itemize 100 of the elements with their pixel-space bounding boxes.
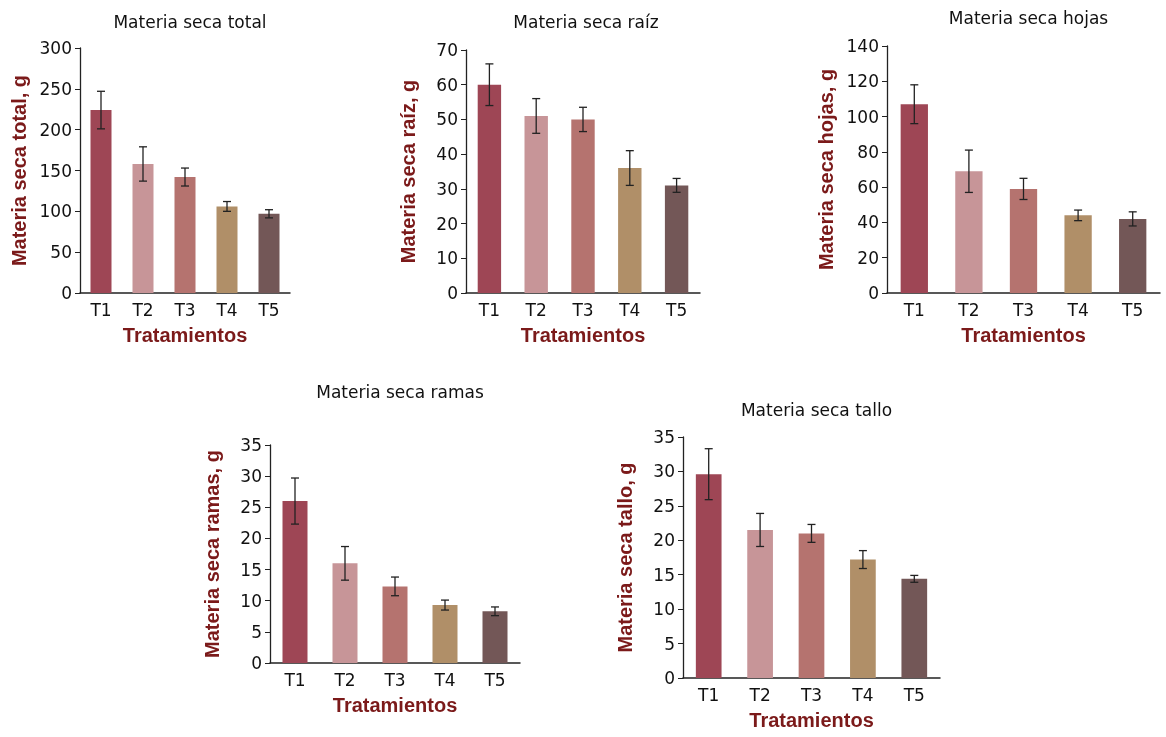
y-tick-label: 15 xyxy=(653,564,675,585)
bar xyxy=(216,206,238,293)
y-axis-title: Materia seca total, g xyxy=(7,74,30,267)
bar xyxy=(618,168,642,293)
chart-title: Materia seca ramas xyxy=(316,381,484,402)
y-tick-label: 5 xyxy=(251,621,262,642)
bar xyxy=(1119,218,1147,293)
y-tick-label: 100 xyxy=(846,106,879,127)
y-axis-title: Materia seca ramas, g xyxy=(201,450,223,658)
x-axis-title: Tratamientos xyxy=(332,694,458,716)
y-tick-label: 0 xyxy=(664,668,675,688)
x-tick-label: T4 xyxy=(1066,299,1089,320)
x-tick-label: T1 xyxy=(283,669,306,690)
x-tick-label: T5 xyxy=(1121,299,1144,320)
bar xyxy=(174,177,196,293)
y-tick-label: 120 xyxy=(846,71,879,92)
y-tick-label: 20 xyxy=(857,247,879,268)
x-tick-label: T1 xyxy=(89,299,112,320)
bar xyxy=(571,119,595,293)
bar xyxy=(955,171,983,293)
x-tick-label: T2 xyxy=(748,684,771,705)
y-tick-label: 200 xyxy=(39,119,72,140)
y-tick-label: 150 xyxy=(39,160,72,181)
bar xyxy=(901,578,928,678)
y-tick-label: 25 xyxy=(240,497,262,518)
bar xyxy=(382,586,408,663)
x-axis-title: Tratamientos xyxy=(520,324,646,346)
bar xyxy=(695,474,722,678)
y-tick-label: 20 xyxy=(436,213,458,234)
x-tick-label: T2 xyxy=(957,299,980,320)
x-tick-label: T2 xyxy=(333,669,356,690)
x-tick-label: T3 xyxy=(1011,299,1035,320)
x-tick-label: T5 xyxy=(257,299,280,320)
chart-title: Materia seca tallo xyxy=(740,399,893,420)
y-tick-label: 10 xyxy=(240,590,262,611)
bar xyxy=(524,115,548,293)
x-tick-label: T4 xyxy=(433,669,456,690)
y-tick-label: 20 xyxy=(653,530,675,551)
y-tick-label: 35 xyxy=(240,435,262,455)
x-tick-label: T1 xyxy=(902,299,925,320)
y-tick-label: 60 xyxy=(436,74,458,95)
y-axis-title: Materia seca tallo, g xyxy=(614,462,636,653)
x-tick-label: T2 xyxy=(131,299,154,320)
y-tick-label: 50 xyxy=(50,242,72,263)
y-tick-label: 5 xyxy=(664,633,675,654)
y-tick-label: 100 xyxy=(39,201,72,222)
x-tick-label: T3 xyxy=(799,684,823,705)
x-tick-label: T3 xyxy=(383,669,406,690)
chart-title: Materia seca hojas xyxy=(948,7,1109,28)
y-tick-label: 40 xyxy=(857,212,879,233)
bar xyxy=(850,559,876,678)
bar xyxy=(477,84,502,293)
x-tick-label: T3 xyxy=(173,299,196,320)
chart-title: Materia seca total xyxy=(113,11,267,32)
y-tick-label: 140 xyxy=(846,36,879,56)
bar xyxy=(798,533,825,678)
x-tick-label: T4 xyxy=(215,299,238,320)
y-tick-label: 300 xyxy=(39,38,72,58)
x-tick-label: T2 xyxy=(524,299,547,320)
chart-title: Materia seca raíz xyxy=(513,11,659,32)
y-axis-title: Materia seca hojas, g xyxy=(814,68,837,271)
y-tick-label: 10 xyxy=(653,599,675,620)
y-tick-label: 60 xyxy=(857,177,879,198)
y-tick-label: 30 xyxy=(436,178,458,199)
y-tick-label: 0 xyxy=(61,283,72,303)
x-tick-label: T5 xyxy=(665,299,688,320)
y-tick-label: 30 xyxy=(240,466,262,487)
bar xyxy=(900,104,928,293)
x-tick-label: T1 xyxy=(697,684,720,705)
x-tick-label: T5 xyxy=(902,684,925,705)
y-tick-label: 0 xyxy=(868,283,879,303)
x-axis-title: Tratamientos xyxy=(749,709,874,731)
y-tick-label: 40 xyxy=(436,144,458,165)
y-tick-label: 250 xyxy=(39,78,72,99)
y-tick-label: 0 xyxy=(447,283,458,303)
y-tick-label: 30 xyxy=(653,461,675,482)
bar xyxy=(432,605,458,663)
bar xyxy=(747,529,773,678)
y-tick-label: 20 xyxy=(240,528,262,549)
bar xyxy=(282,501,308,663)
x-tick-label: T5 xyxy=(483,669,506,690)
x-axis-title: Tratamientos xyxy=(122,324,248,346)
y-tick-label: 35 xyxy=(653,427,675,447)
y-axis-title: Materia seca raíz, g xyxy=(397,79,419,264)
y-tick-label: 25 xyxy=(653,495,675,516)
x-tick-label: T4 xyxy=(618,299,641,320)
y-tick-label: 10 xyxy=(436,248,458,269)
y-tick-label: 15 xyxy=(240,559,262,580)
x-tick-label: T1 xyxy=(477,299,500,320)
x-tick-label: T3 xyxy=(571,299,594,320)
y-tick-label: 0 xyxy=(251,653,262,673)
bar xyxy=(332,563,358,663)
bar xyxy=(1009,188,1038,293)
y-tick-label: 70 xyxy=(436,40,458,60)
x-axis-title: Tratamientos xyxy=(961,324,1086,346)
bar xyxy=(90,110,112,293)
bar xyxy=(258,213,280,293)
y-tick-label: 80 xyxy=(857,141,879,162)
bar xyxy=(664,185,689,293)
bar xyxy=(132,163,154,293)
